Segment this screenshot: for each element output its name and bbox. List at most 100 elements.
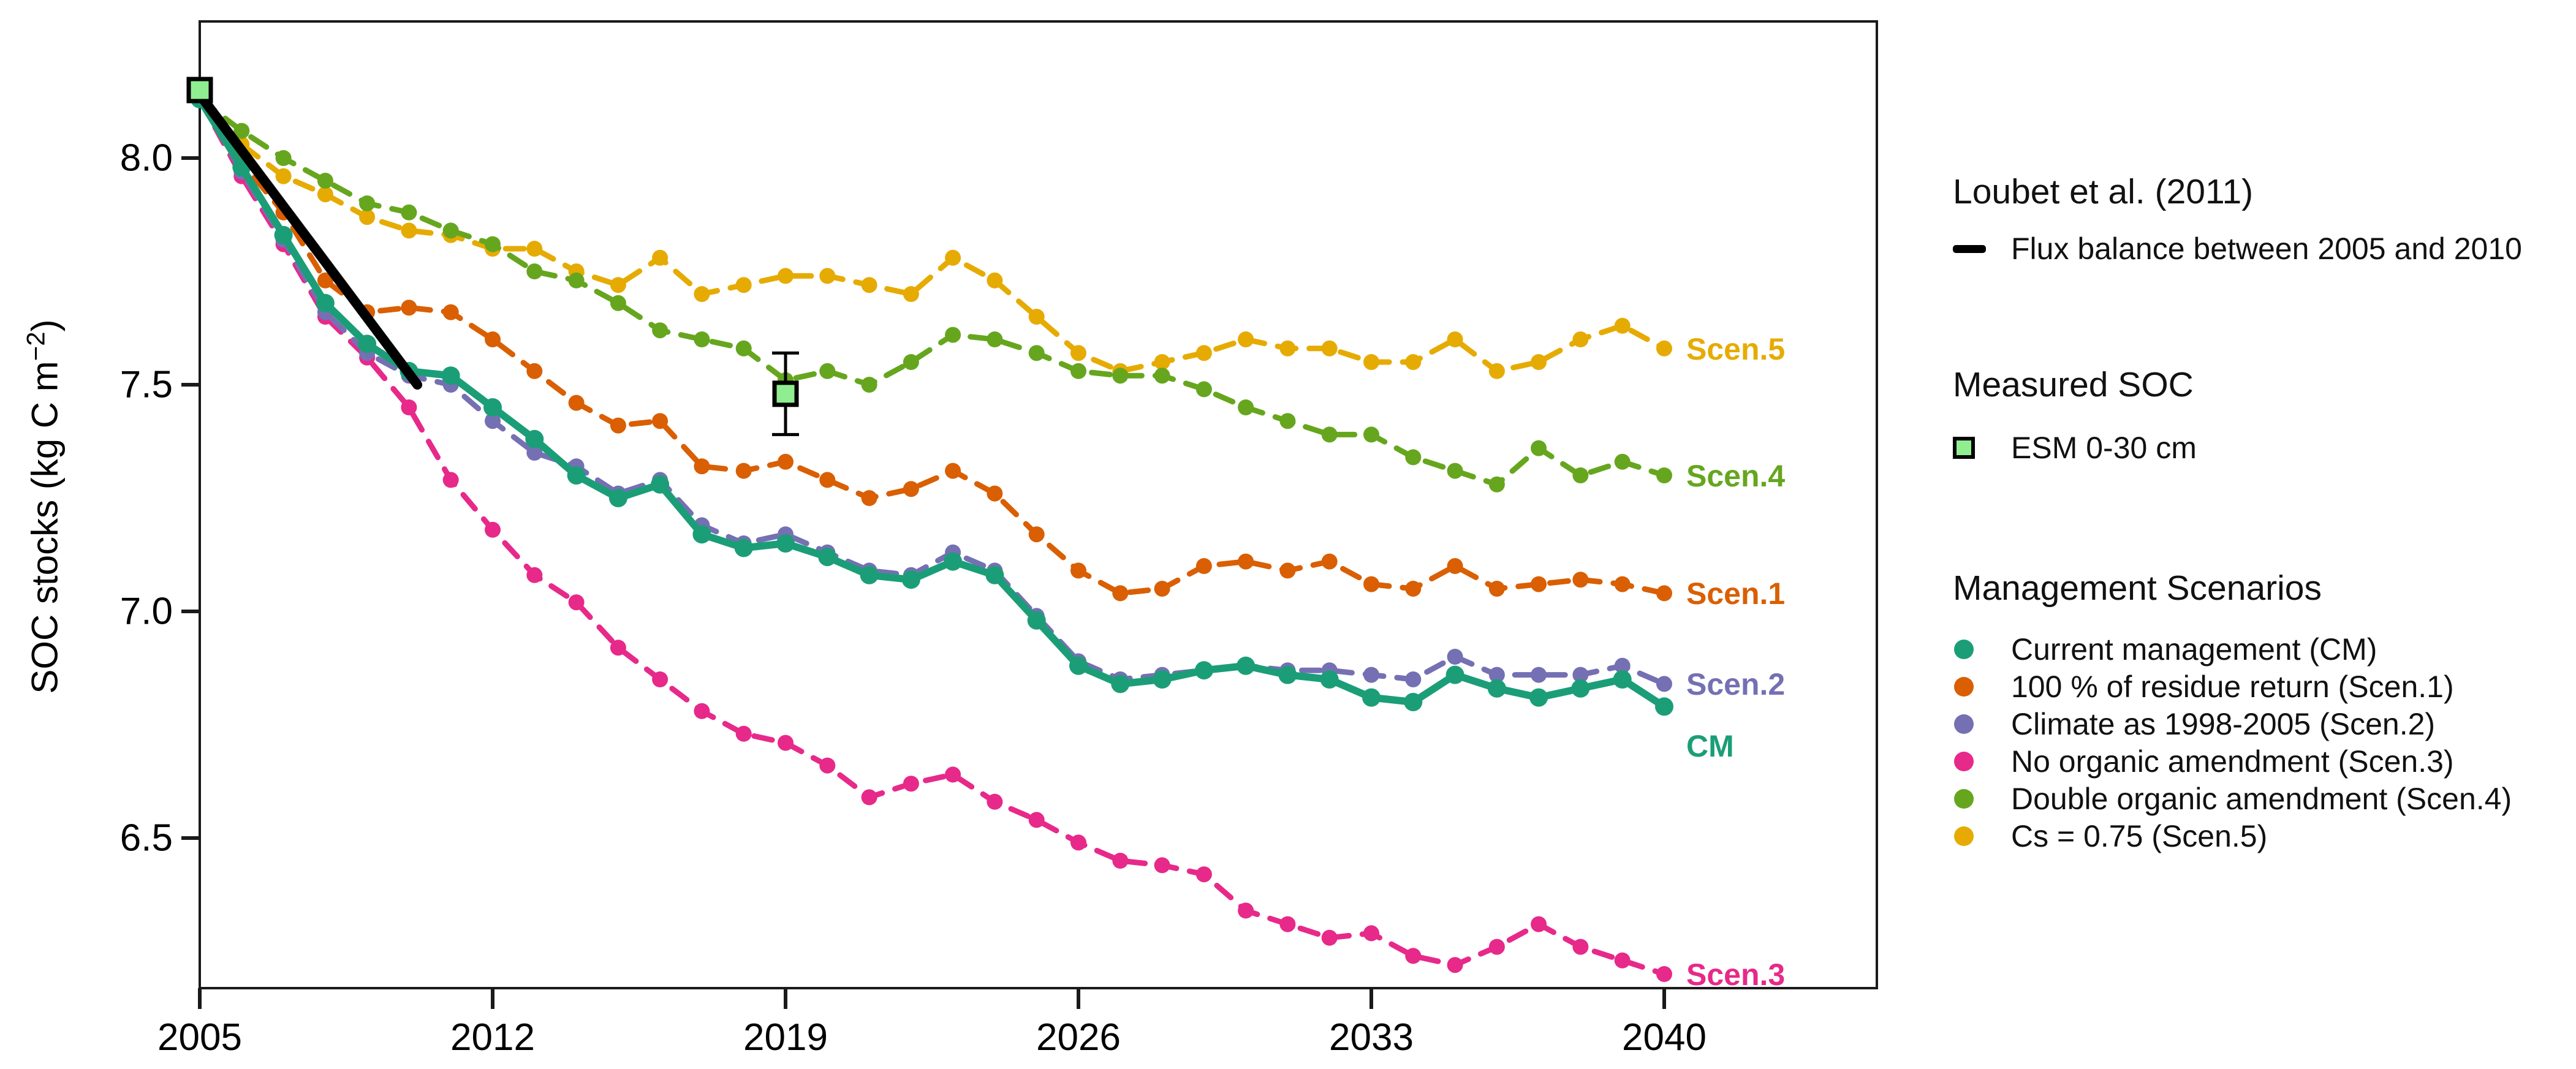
data-point-scen.5 <box>1531 354 1547 370</box>
data-point-scen.1 <box>401 300 417 316</box>
data-point-scen.3 <box>778 735 794 751</box>
flux-line-marker-box <box>1953 244 1990 253</box>
y-axis-label-text: SOC stocks (kg C m <box>24 361 66 694</box>
series-label-scen3: Scen.3 <box>1686 958 1786 992</box>
data-point-scen.3 <box>1405 948 1422 964</box>
data-point-scen.3 <box>861 789 877 806</box>
data-point-scen.3 <box>819 757 836 774</box>
data-point-scen.5 <box>359 209 376 225</box>
series-label-scen5: Scen.5 <box>1686 331 1786 366</box>
data-point-scen.3 <box>485 521 501 538</box>
data-point-scen.3 <box>1154 857 1170 874</box>
data-point-cm <box>1613 670 1632 689</box>
data-point-scen.1 <box>1572 572 1589 588</box>
data-point-scen.5 <box>694 286 710 302</box>
data-point-scen.1 <box>1195 558 1212 574</box>
data-point-scen.5 <box>735 277 752 293</box>
legend-item-flux-balance: Flux balance between 2005 and 2010 <box>1953 232 2522 266</box>
data-point-scen.2 <box>526 445 543 461</box>
data-point-scen.5 <box>987 272 1003 289</box>
data-point-scen.5 <box>861 277 877 293</box>
data-point-scen.5 <box>275 168 292 184</box>
data-point-scen.2 <box>1531 667 1547 683</box>
data-point-scen.5 <box>401 222 417 239</box>
data-point-scen.1 <box>526 363 543 379</box>
data-point-scen.3 <box>1028 812 1045 828</box>
legend-item-label: Current management (CM) <box>2011 632 2377 667</box>
data-point-scen.3 <box>1447 957 1463 973</box>
data-point-scen.3 <box>1656 966 1672 982</box>
data-point-scen.4 <box>233 123 250 139</box>
scen3-dot-icon <box>1954 752 1974 771</box>
data-point-scen.5 <box>1572 331 1589 347</box>
measured-square-icon <box>1953 437 1975 459</box>
series-line-cm <box>196 95 1668 711</box>
data-point-scen.5 <box>652 249 669 266</box>
data-point-scen.3 <box>694 703 710 719</box>
data-point-scen.2 <box>1405 671 1422 687</box>
data-point-scen.1 <box>987 485 1003 502</box>
data-point-scen.3 <box>1614 952 1631 969</box>
data-point-scen.3 <box>1238 902 1254 919</box>
data-point-scen.1 <box>735 463 752 479</box>
data-point-scen.4 <box>1112 368 1129 384</box>
x-tick-label: 2040 <box>1622 1016 1707 1059</box>
legend-item-label: Cs = 0.75 (Scen.5) <box>2011 819 2268 853</box>
data-point-cm <box>651 475 670 494</box>
legend-item-label: Flux balance between 2005 and 2010 <box>2011 232 2522 266</box>
data-point-scen.3 <box>1195 866 1212 883</box>
data-point-scen.4 <box>1614 453 1631 470</box>
data-point-cm <box>1571 679 1590 698</box>
data-point-scen.1 <box>1531 576 1547 592</box>
data-point-scen.5 <box>1154 354 1170 370</box>
data-point-scen.1 <box>485 331 501 347</box>
data-point-cm <box>776 534 795 553</box>
scen2-marker-box <box>1953 714 1990 734</box>
legend-item-scen2: Climate as 1998-2005 (Scen.2) <box>1953 707 2435 741</box>
data-point-cm <box>1655 697 1673 716</box>
y-tick-label: 7.0 <box>119 590 173 633</box>
legend-title-management-scenarios: Management Scenarios <box>1953 568 2322 608</box>
data-point-scen.4 <box>568 272 585 289</box>
data-point-scen.4 <box>1572 467 1589 483</box>
data-point-scen.4 <box>861 377 877 393</box>
plot-frame <box>199 20 1878 989</box>
scen5-marker-box <box>1953 826 1990 846</box>
data-point-scen.4 <box>1656 467 1672 483</box>
data-point-cm <box>274 225 293 244</box>
data-point-scen.1 <box>1070 562 1086 579</box>
data-point-scen.5 <box>317 186 333 203</box>
data-point-scen.1 <box>1614 576 1631 592</box>
data-point-scen.3 <box>1488 939 1505 955</box>
legend-title-loubet: Loubet et al. (2011) <box>1953 172 2254 211</box>
y-axis-label-exponent: −2 <box>21 331 50 361</box>
scen1-marker-box <box>1953 677 1990 697</box>
data-point-scen.5 <box>1070 345 1086 361</box>
data-point-scen.3 <box>1279 916 1296 932</box>
data-point-scen.1 <box>568 395 585 411</box>
data-point-scen.4 <box>1321 426 1338 443</box>
data-point-scen.2 <box>1447 649 1463 665</box>
data-point-scen.1 <box>694 458 710 475</box>
data-point-scen.1 <box>1488 581 1505 597</box>
data-point-scen.1 <box>1238 553 1254 570</box>
data-point-scen.5 <box>1447 331 1463 347</box>
data-point-scen.4 <box>987 331 1003 347</box>
data-point-scen.5 <box>526 241 543 257</box>
data-point-scen.4 <box>1195 381 1212 398</box>
data-point-scen.1 <box>1405 581 1422 597</box>
data-point-scen.3 <box>610 640 626 656</box>
data-point-scen.4 <box>359 195 376 211</box>
data-point-cm <box>1194 661 1213 680</box>
y-axis-label: SOC stocks (kg C m−2) <box>21 319 66 693</box>
data-point-scen.1 <box>861 490 877 506</box>
data-point-scen.5 <box>778 268 794 284</box>
data-point-scen.1 <box>1447 558 1463 574</box>
cm-marker-box <box>1953 640 1990 659</box>
data-point-scen.1 <box>945 463 961 479</box>
data-point-scen.4 <box>1447 463 1463 479</box>
series-label-scen4: Scen.4 <box>1686 459 1786 493</box>
data-point-scen.1 <box>442 304 459 320</box>
data-point-scen.3 <box>945 766 961 783</box>
data-point-cm <box>1404 693 1423 711</box>
